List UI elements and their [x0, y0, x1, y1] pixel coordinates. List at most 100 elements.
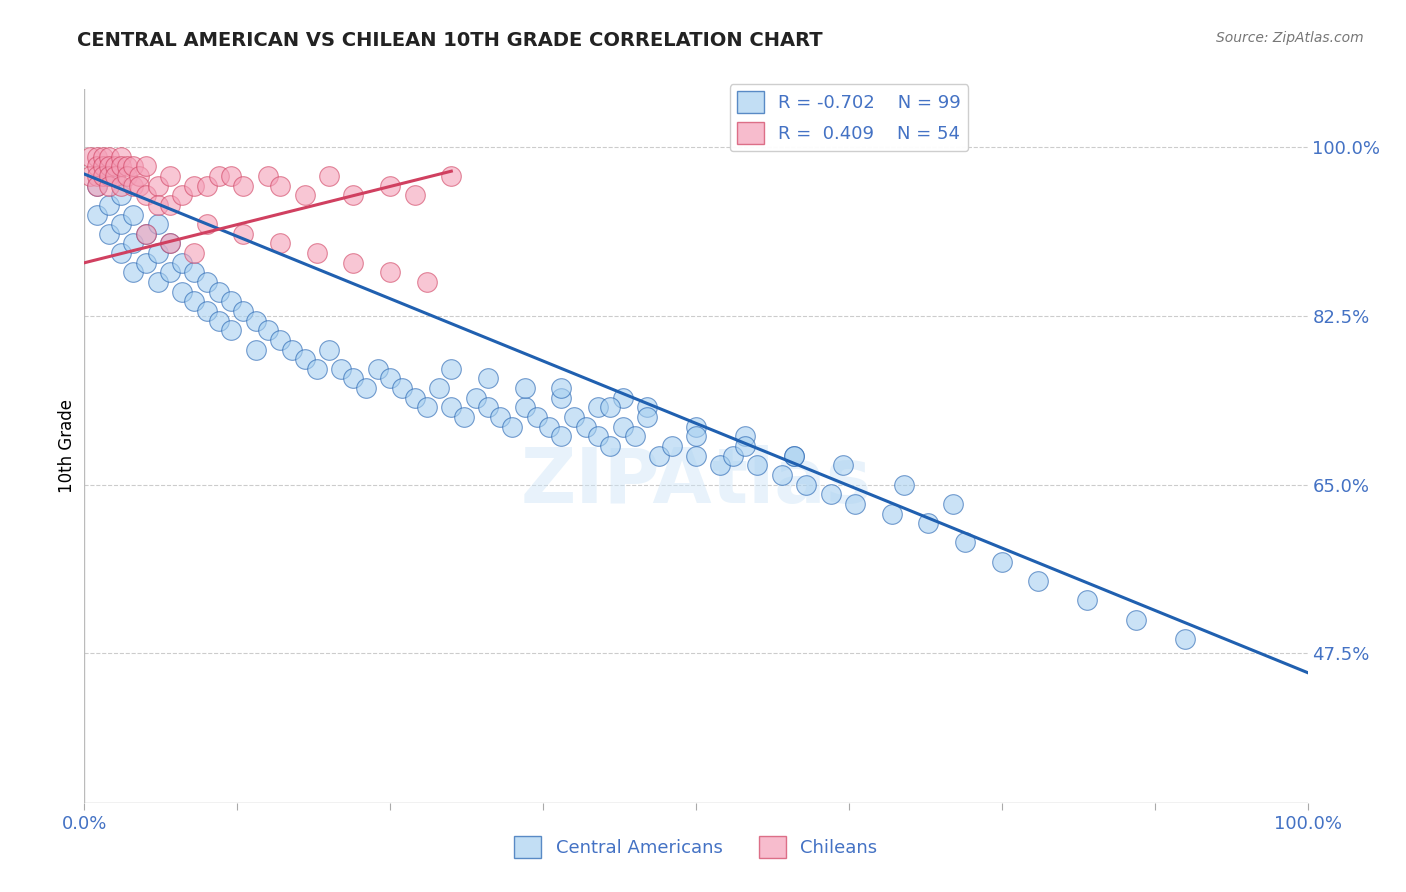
Point [305, 362, 328, 376]
Point [380, 265, 402, 279]
Point [110, 246, 132, 260]
Point [86, 159, 108, 173]
Point [562, 410, 585, 425]
Point [685, 429, 707, 443]
Point [232, 304, 254, 318]
Point [135, 227, 157, 241]
Point [146, 246, 169, 260]
Point [513, 381, 536, 395]
Point [146, 217, 169, 231]
Point [110, 178, 132, 193]
Point [91, 150, 114, 164]
Point [183, 294, 205, 309]
Point [294, 188, 316, 202]
Point [575, 419, 598, 434]
Point [146, 178, 169, 193]
Point [844, 497, 866, 511]
Point [464, 391, 486, 405]
Point [636, 401, 658, 415]
Point [172, 188, 194, 202]
Point [86, 208, 108, 222]
Point [709, 458, 731, 473]
Point [526, 410, 548, 425]
Point [550, 429, 572, 443]
Y-axis label: 10th Grade: 10th Grade [58, 399, 76, 493]
Point [440, 401, 463, 415]
Point [747, 458, 769, 473]
Point [208, 313, 231, 327]
Point [783, 449, 806, 463]
Point [97, 198, 120, 212]
Point [502, 419, 524, 434]
Point [318, 169, 340, 183]
Point [269, 236, 291, 251]
Point [232, 178, 254, 193]
Point [219, 323, 242, 337]
Point [115, 169, 138, 183]
Point [550, 391, 572, 405]
Point [599, 401, 621, 415]
Point [893, 477, 915, 491]
Point [104, 169, 127, 183]
Point [991, 555, 1014, 569]
Point [342, 256, 364, 270]
Point [342, 371, 364, 385]
Point [305, 246, 328, 260]
Point [128, 178, 150, 193]
Point [734, 439, 756, 453]
Point [734, 429, 756, 443]
Point [783, 449, 806, 463]
Point [245, 343, 267, 357]
Point [172, 256, 194, 270]
Point [195, 275, 218, 289]
Point [318, 343, 340, 357]
Point [330, 362, 353, 376]
Point [122, 178, 145, 193]
Point [159, 198, 181, 212]
Point [183, 265, 205, 279]
Point [586, 401, 609, 415]
Point [294, 352, 316, 367]
Point [770, 467, 793, 482]
Point [91, 159, 114, 173]
Point [917, 516, 939, 530]
Point [794, 477, 817, 491]
Point [208, 169, 231, 183]
Point [586, 429, 609, 443]
Point [257, 323, 280, 337]
Point [91, 169, 114, 183]
Point [245, 313, 267, 327]
Point [661, 439, 683, 453]
Point [404, 391, 426, 405]
Point [269, 333, 291, 347]
Point [115, 159, 138, 173]
Point [86, 150, 108, 164]
Point [195, 217, 218, 231]
Point [159, 169, 181, 183]
Point [97, 227, 120, 241]
Point [477, 371, 499, 385]
Point [97, 150, 120, 164]
Point [79, 150, 101, 164]
Point [183, 178, 205, 193]
Point [942, 497, 965, 511]
Point [820, 487, 842, 501]
Point [122, 265, 145, 279]
Point [135, 159, 157, 173]
Point [86, 178, 108, 193]
Point [648, 449, 671, 463]
Point [135, 256, 157, 270]
Point [135, 227, 157, 241]
Point [367, 362, 389, 376]
Point [721, 449, 744, 463]
Text: CENTRAL AMERICAN VS CHILEAN 10TH GRADE CORRELATION CHART: CENTRAL AMERICAN VS CHILEAN 10TH GRADE C… [77, 31, 823, 50]
Point [513, 401, 536, 415]
Point [208, 285, 231, 299]
Point [685, 449, 707, 463]
Point [440, 362, 463, 376]
Point [550, 381, 572, 395]
Point [354, 381, 377, 395]
Point [104, 159, 127, 173]
Point [135, 188, 157, 202]
Point [342, 188, 364, 202]
